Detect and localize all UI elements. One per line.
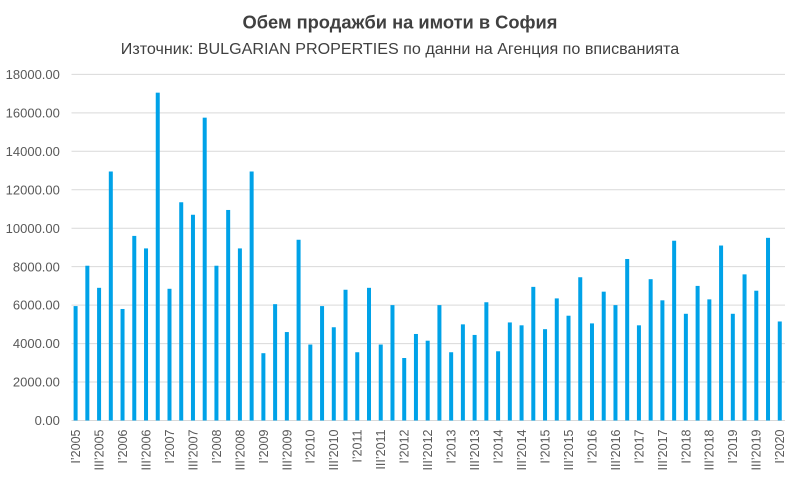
svg-text:III’2010: III’2010 bbox=[327, 429, 341, 470]
svg-text:I’2018: I’2018 bbox=[679, 429, 693, 463]
svg-text:III’2017: III’2017 bbox=[656, 429, 670, 470]
svg-text:16000.00: 16000.00 bbox=[6, 105, 60, 120]
svg-text:I’2006: I’2006 bbox=[116, 429, 130, 463]
svg-text:2000.00: 2000.00 bbox=[13, 375, 60, 390]
svg-text:Източник: BULGARIAN PROPERTIES: Източник: BULGARIAN PROPERTIES по данни … bbox=[121, 40, 679, 58]
svg-text:I’2010: I’2010 bbox=[304, 429, 318, 463]
svg-text:10000.00: 10000.00 bbox=[6, 221, 60, 236]
svg-text:III’2007: III’2007 bbox=[186, 429, 200, 470]
svg-text:0.00: 0.00 bbox=[35, 413, 60, 428]
svg-text:I’2020: I’2020 bbox=[773, 429, 787, 463]
svg-text:I’2015: I’2015 bbox=[538, 429, 552, 463]
svg-text:I’2014: I’2014 bbox=[492, 429, 506, 463]
svg-text:III’2014: III’2014 bbox=[515, 429, 529, 470]
svg-text:III’2008: III’2008 bbox=[233, 429, 247, 470]
svg-text:I’2009: I’2009 bbox=[257, 429, 271, 463]
svg-text:III’2015: III’2015 bbox=[562, 429, 576, 470]
svg-text:III’2005: III’2005 bbox=[92, 429, 106, 470]
svg-text:6000.00: 6000.00 bbox=[13, 298, 60, 313]
svg-text:I’2016: I’2016 bbox=[585, 429, 599, 463]
svg-text:I’2013: I’2013 bbox=[445, 429, 459, 463]
svg-text:III’2006: III’2006 bbox=[139, 429, 153, 470]
svg-text:III’2019: III’2019 bbox=[750, 429, 764, 470]
svg-text:14000.00: 14000.00 bbox=[6, 144, 60, 159]
svg-text:III’2011: III’2011 bbox=[374, 429, 388, 469]
svg-text:12000.00: 12000.00 bbox=[6, 182, 60, 197]
svg-text:I’2012: I’2012 bbox=[398, 429, 412, 463]
svg-text:4000.00: 4000.00 bbox=[13, 336, 60, 351]
svg-text:8000.00: 8000.00 bbox=[13, 259, 60, 274]
svg-text:III’2018: III’2018 bbox=[703, 429, 717, 470]
svg-text:III’2009: III’2009 bbox=[280, 429, 294, 470]
svg-text:18000.00: 18000.00 bbox=[6, 67, 60, 82]
svg-text:I’2007: I’2007 bbox=[163, 429, 177, 463]
svg-text:I’2017: I’2017 bbox=[632, 429, 646, 463]
svg-text:Обем продажби на имоти в София: Обем продажби на имоти в София bbox=[243, 12, 558, 33]
svg-text:I’2011: I’2011 bbox=[351, 429, 365, 462]
svg-text:III’2016: III’2016 bbox=[609, 429, 623, 470]
svg-text:I’2008: I’2008 bbox=[210, 429, 224, 463]
svg-text:I’2005: I’2005 bbox=[69, 429, 83, 463]
svg-text:III’2013: III’2013 bbox=[468, 429, 482, 470]
svg-text:III’2012: III’2012 bbox=[421, 429, 435, 470]
svg-text:I’2019: I’2019 bbox=[726, 429, 740, 463]
